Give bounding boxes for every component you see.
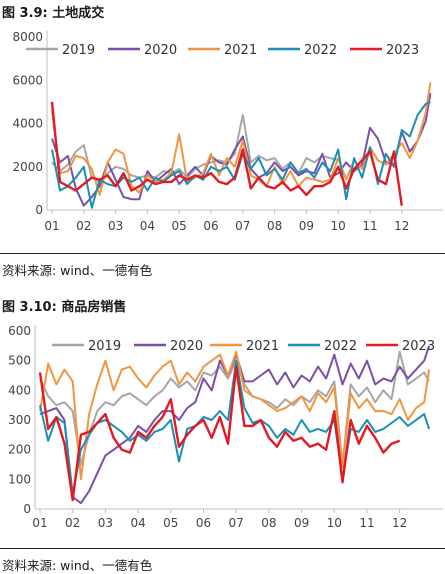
legend-label-2019: 2019 bbox=[88, 339, 121, 354]
x-tick-label: 05 bbox=[163, 516, 178, 530]
y-tick-label: 300 bbox=[8, 413, 31, 427]
x-tick-label: 04 bbox=[140, 219, 155, 233]
y-tick-label: 100 bbox=[8, 472, 31, 486]
x-tick-label: 03 bbox=[108, 219, 123, 233]
x-tick-label: 11 bbox=[362, 219, 377, 233]
y-tick-label: 2000 bbox=[12, 160, 43, 174]
figure-3-10-title: 图 3.10: 商品房销售 bbox=[2, 300, 127, 315]
x-tick-label: 05 bbox=[172, 219, 187, 233]
legend-label-2019: 2019 bbox=[62, 43, 95, 58]
x-tick-label: 06 bbox=[203, 219, 218, 233]
figure-3-10-bottom-rule bbox=[0, 548, 445, 549]
figure-3-9-bottom-rule bbox=[0, 253, 445, 254]
x-tick-label: 09 bbox=[299, 219, 314, 233]
y-tick-label: 400 bbox=[8, 383, 31, 397]
x-tick-label: 06 bbox=[196, 516, 211, 530]
y-tick-label: 0 bbox=[23, 502, 31, 516]
x-tick-label: 10 bbox=[327, 516, 342, 530]
series-line-2020 bbox=[51, 93, 432, 207]
x-tick-label: 12 bbox=[392, 516, 407, 530]
x-tick-label: 08 bbox=[261, 516, 276, 530]
y-tick-label: 6000 bbox=[12, 73, 43, 87]
series-line-2023 bbox=[50, 101, 403, 206]
figure-3-10-source: 资料来源: wind、一德有色 bbox=[2, 558, 153, 573]
y-tick-label: 500 bbox=[8, 354, 31, 368]
legend-label-2023: 2023 bbox=[402, 339, 435, 354]
figure-3-9-title: 图 3.9: 土地成交 bbox=[2, 6, 105, 21]
legend-label-2020: 2020 bbox=[144, 43, 177, 58]
legend-label-2021: 2021 bbox=[246, 339, 279, 354]
series-line-2022 bbox=[39, 359, 431, 496]
x-tick-label: 02 bbox=[76, 219, 91, 233]
x-tick-label: 03 bbox=[98, 516, 113, 530]
legend-label-2023: 2023 bbox=[386, 43, 419, 58]
land-transaction-chart: 0 2000 4000 6000 8000 01 02 03 04 05 06 07 08 09 10 11 1… bbox=[12, 30, 443, 233]
x-tick-label: 11 bbox=[359, 516, 374, 530]
y-tick-label: 0 bbox=[35, 203, 43, 217]
series-line-2023 bbox=[38, 365, 401, 502]
x-tick-label: 07 bbox=[235, 219, 250, 233]
x-tick-label: 01 bbox=[44, 219, 59, 233]
x-tick-label: 09 bbox=[294, 516, 309, 530]
x-tick-label: 10 bbox=[331, 219, 346, 233]
x-tick-label: 01 bbox=[32, 516, 47, 530]
x-tick-label: 08 bbox=[267, 219, 282, 233]
x-tick-label: 02 bbox=[65, 516, 80, 530]
x-tick-label: 07 bbox=[229, 516, 244, 530]
x-tick-label: 04 bbox=[130, 516, 145, 530]
legend-label-2021: 2021 bbox=[224, 43, 257, 58]
y-tick-label: 200 bbox=[8, 443, 31, 457]
x-tick-label: 12 bbox=[394, 219, 409, 233]
y-tick-label: 600 bbox=[8, 324, 31, 338]
legend-label-2022: 2022 bbox=[304, 43, 337, 58]
figure-3-9-source: 资料来源: wind、一德有色 bbox=[2, 263, 153, 278]
legend-label-2020: 2020 bbox=[170, 339, 203, 354]
legend-label-2022: 2022 bbox=[324, 339, 357, 354]
y-tick-label: 8000 bbox=[12, 30, 43, 44]
housing-sales-chart: 0 100 200 300 400 500 600 01 02 03 04 05 06 07 08 09 10 1… bbox=[8, 324, 443, 530]
series-line-2021 bbox=[39, 350, 431, 481]
y-tick-label: 4000 bbox=[12, 117, 43, 131]
